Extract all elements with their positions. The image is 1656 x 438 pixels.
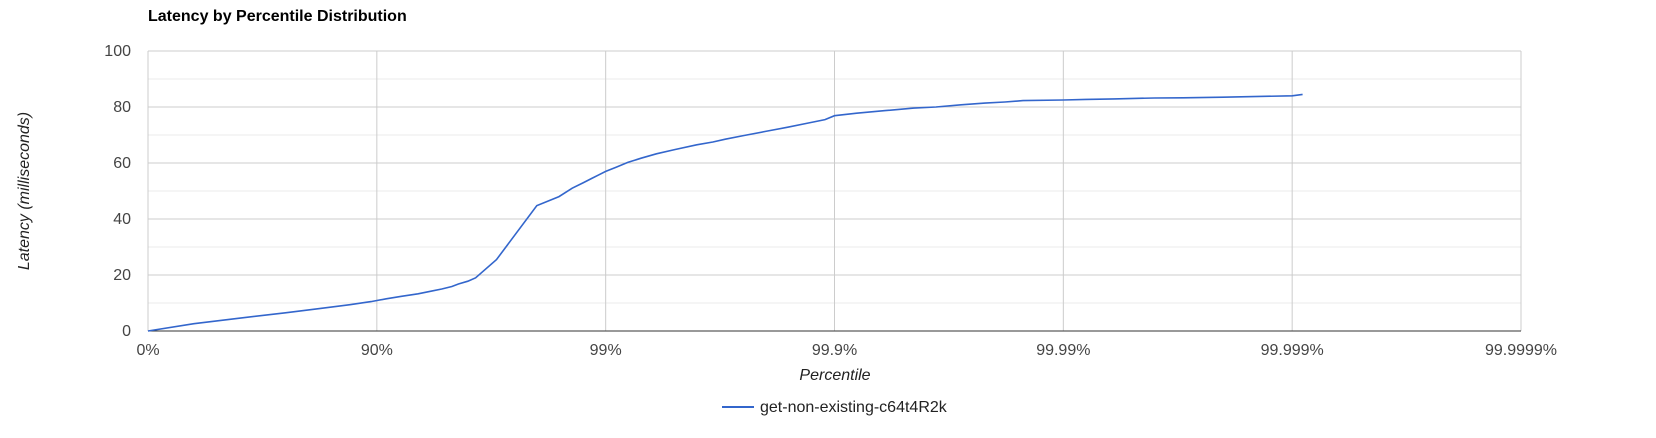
y-axis-label: Latency (milliseconds): [16, 112, 33, 270]
series-line: [147, 93, 1303, 332]
x-tick-label: 99%: [590, 342, 622, 359]
y-tick-label: 60: [113, 155, 131, 172]
y-tick-label: 100: [104, 43, 131, 60]
x-tick-label: 99.999%: [1261, 342, 1324, 359]
x-tick-label: 99.9999%: [1485, 342, 1557, 359]
x-tick-label: 90%: [361, 342, 393, 359]
y-tick-label: 0: [122, 323, 131, 340]
y-tick-label: 20: [113, 267, 131, 284]
legend[interactable]: get-non-existing-c64t4R2k: [722, 399, 948, 416]
grid: [147, 50, 1522, 332]
x-tick-label: 0%: [136, 342, 159, 359]
x-axis-label: Percentile: [799, 367, 870, 384]
x-tick-label: 99.9%: [812, 342, 857, 359]
x-tick-label: 99.99%: [1036, 342, 1090, 359]
y-tick-labels: 0 20 40 60 80 100: [104, 43, 131, 340]
y-tick-label: 40: [113, 211, 131, 228]
x-tick-labels: 0% 90% 99% 99.9% 99.99% 99.999% 99.9999%: [136, 342, 1557, 359]
y-tick-label: 80: [113, 99, 131, 116]
chart-title: Latency by Percentile Distribution: [148, 8, 407, 25]
legend-label: get-non-existing-c64t4R2k: [760, 399, 948, 416]
